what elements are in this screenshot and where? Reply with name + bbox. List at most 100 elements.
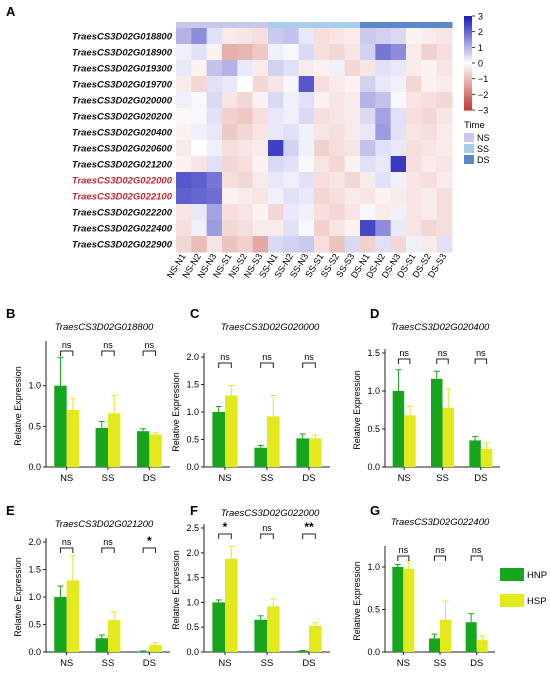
heatmap-cell: [191, 156, 208, 173]
group-band-cell: [268, 22, 284, 28]
heatmap-cell: [252, 140, 269, 157]
x-tick-label: DS: [302, 658, 315, 669]
heatmap-cell: [329, 28, 346, 45]
chart-title: TraesCS3D02G021200: [55, 519, 154, 530]
row-label: TraesCS3D02G018800: [72, 32, 173, 43]
heatmap-cell: [360, 44, 376, 61]
row-label: TraesCS3D02G020400: [72, 128, 173, 139]
y-tick-label: 1.0: [186, 597, 199, 607]
bar: [149, 644, 162, 652]
bar: [108, 620, 121, 652]
heatmap-cell: [268, 92, 284, 109]
bar-legend: HNP HSP: [500, 568, 547, 607]
heatmap-cell: [191, 140, 208, 157]
heatmap-cell: [298, 172, 315, 189]
x-tick-label: NS: [60, 658, 73, 669]
heatmap-cell: [268, 76, 284, 93]
heatmap-cell: [390, 76, 407, 93]
bar: [66, 410, 80, 467]
heatmap-cell: [222, 28, 238, 45]
heatmap-cell: [390, 92, 407, 109]
heatmap-cell: [436, 124, 453, 141]
heatmap-cell: [329, 172, 346, 189]
heatmap-cell: [436, 172, 453, 189]
y-tick-label: 1.0: [28, 381, 41, 391]
heatmap-cell: [375, 156, 392, 173]
bar: [136, 431, 150, 467]
heatmap-cell: [314, 76, 330, 93]
y-tick-label: 1.0: [367, 562, 380, 572]
group-band-cell: [436, 22, 453, 28]
row-label: TraesCS3D02G022100: [72, 192, 173, 203]
heatmap-cell: [421, 44, 438, 61]
panel-label: C: [190, 306, 200, 321]
row-label: TraesCS3D02G022400: [72, 224, 173, 235]
group-band-cell: [375, 22, 392, 28]
colorbar-step: [464, 39, 472, 43]
bar: [54, 597, 67, 652]
significance-bracket: [101, 350, 115, 356]
heatmap-cell: [436, 156, 453, 173]
bar: [296, 438, 309, 467]
significance-bracket: [397, 555, 410, 561]
colorbar-step: [464, 55, 472, 59]
heatmap-cell: [421, 220, 438, 237]
heatmap-cell: [390, 220, 407, 237]
heatmap-cell: [375, 204, 392, 221]
bar: [225, 558, 238, 652]
heatmap-cell: [436, 188, 453, 205]
heatmap-cell: [298, 108, 315, 125]
significance-bracket: [436, 358, 449, 364]
significance-label: ns: [220, 352, 230, 362]
heatmap-cell: [390, 156, 407, 173]
heatmap-cell: [390, 172, 407, 189]
colorbar-tick-label: −2: [478, 90, 488, 100]
heatmap-cell: [206, 220, 223, 237]
heatmap-cell: [283, 44, 300, 61]
bar: [469, 440, 481, 467]
heatmap-cell: [314, 28, 330, 45]
heatmap-cell: [390, 140, 407, 157]
significance-bracket: [142, 350, 157, 356]
heatmap-cell: [421, 236, 438, 253]
heatmap-cell: [421, 124, 438, 141]
heatmap-cell: [222, 44, 238, 61]
heatmap-cell: [329, 76, 346, 93]
y-tick-label: 2.0: [186, 352, 199, 362]
group-band-cell: [314, 22, 330, 28]
colorbar-step: [464, 100, 472, 104]
heatmap-cell: [283, 60, 300, 77]
heatmap-cell: [283, 236, 300, 253]
heatmap-cell: [298, 124, 315, 141]
heatmap-cell: [375, 108, 392, 125]
heatmap-cell: [268, 28, 284, 45]
colorbar-step: [464, 32, 472, 36]
colorbar-step: [464, 88, 472, 92]
significance-bracket: [101, 547, 115, 553]
heatmap-cell: [298, 140, 315, 157]
significance-bracket: [302, 362, 316, 368]
row-label: TraesCS3D02G019700: [72, 80, 173, 91]
y-tick-label: 0.5: [367, 605, 380, 615]
heatmap-cell: [176, 92, 192, 109]
significance-label: ns: [262, 523, 272, 533]
heatmap-cell: [390, 236, 407, 253]
heatmap-cell: [344, 220, 361, 237]
bar-panels: B TraesCS3D02G018800 Relative Expression 0.…: [6, 306, 500, 669]
heatmap-cell: [314, 172, 330, 189]
significance-label: ns: [145, 340, 155, 350]
heatmap-cell: [360, 172, 376, 189]
heatmap-cell: [252, 236, 269, 253]
heatmap-cell: [222, 60, 238, 77]
y-axis-label: Relative Expression: [13, 557, 23, 637]
significance-bracket: [474, 358, 488, 364]
heatmap-cell: [191, 172, 208, 189]
heatmap-cell: [206, 156, 223, 173]
heatmap-cell: [406, 156, 422, 173]
significance-bracket: [302, 533, 316, 539]
heatmap-cell: [436, 108, 453, 125]
heatmap-cell: [298, 204, 315, 221]
y-axis-label: Relative Expression: [171, 550, 181, 630]
heatmap-cell: [283, 188, 300, 205]
heatmap-cell: [252, 156, 269, 173]
